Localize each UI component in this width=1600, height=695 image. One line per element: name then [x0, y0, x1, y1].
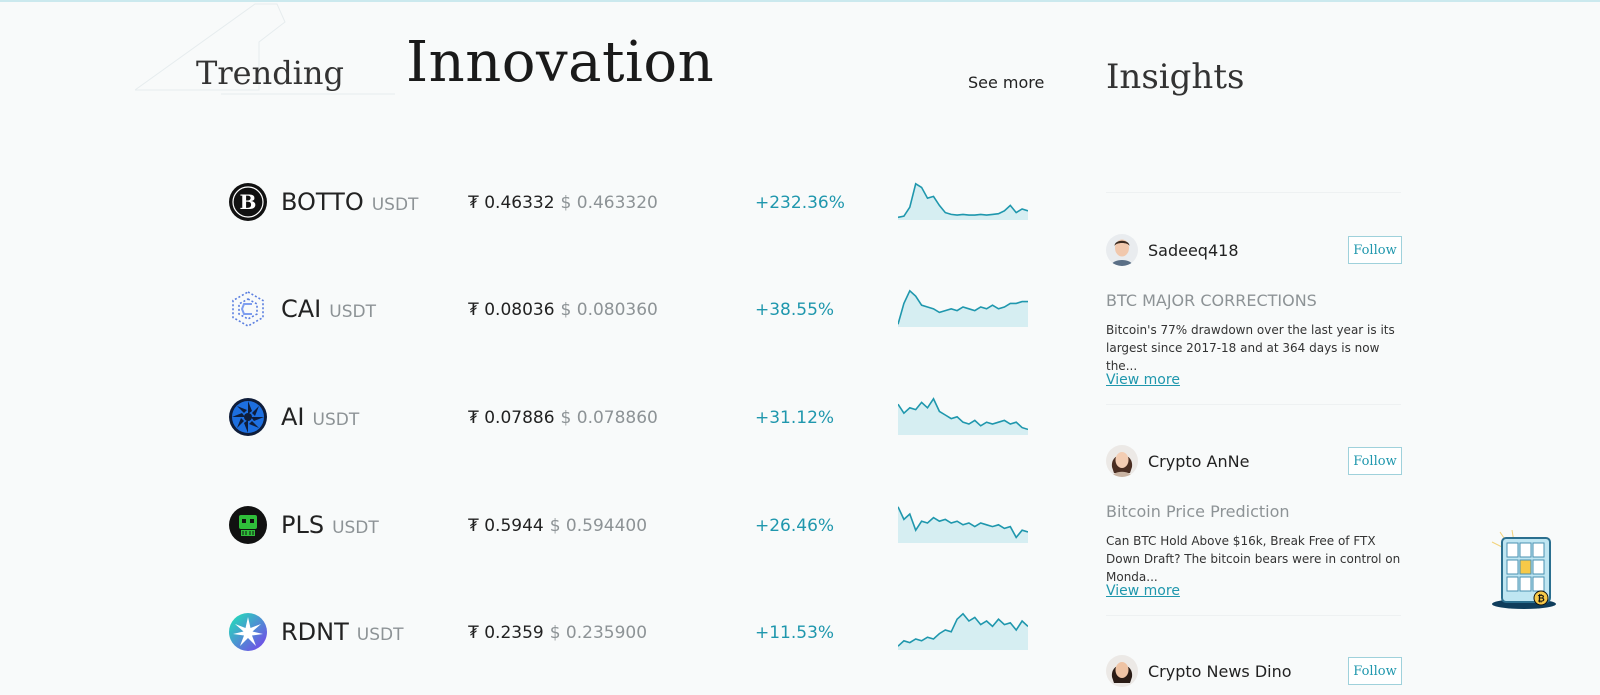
- see-more-link[interactable]: See more: [968, 73, 1045, 92]
- insight-divider: [1106, 615, 1401, 616]
- pls-logo-icon: [229, 506, 267, 544]
- insight-divider: [1106, 192, 1401, 193]
- male-avatar-icon[interactable]: [1106, 234, 1138, 266]
- coin-symbol: BOTTO USDT: [281, 188, 419, 216]
- coin-price: ₮ 0.07886 $ 0.078860: [468, 408, 658, 428]
- floating-promo-widget[interactable]: ₿: [1490, 530, 1562, 610]
- sparkline-line: [898, 182, 1028, 219]
- coin-symbol: PLS USDT: [281, 511, 379, 539]
- coin-change: +11.53%: [755, 623, 835, 643]
- insights-heading: Insights: [1106, 57, 1245, 97]
- author-name[interactable]: Crypto AnNe: [1148, 452, 1250, 471]
- follow-button[interactable]: Follow: [1348, 236, 1402, 264]
- coin-row-botto[interactable]: B BOTTO USDT ₮ 0.46332 $ 0.463320 +232.36%: [228, 172, 1028, 232]
- rdnt-logo-icon: [229, 613, 267, 651]
- coin-row-ai[interactable]: AI USDT ₮ 0.07886 $ 0.078860 +31.12%: [228, 387, 1028, 447]
- coin-symbol: CAI USDT: [281, 295, 376, 323]
- coin-price: ₮ 0.46332 $ 0.463320: [468, 193, 658, 213]
- view-more-link[interactable]: View more: [1106, 372, 1180, 388]
- female-avatar-icon[interactable]: [1106, 445, 1138, 477]
- sparkline: [898, 182, 1028, 220]
- sparkline-area: [898, 290, 1028, 327]
- sparkline-area: [898, 613, 1028, 650]
- sparkline: [898, 612, 1028, 650]
- insight-post: Sadeeq418 Follow BTC MAJOR CORRECTIONS B…: [1106, 234, 1402, 394]
- female-avatar-icon[interactable]: [1106, 655, 1138, 687]
- coin-row-cai[interactable]: CAI USDT ₮ 0.08036 $ 0.080360 +38.55%: [228, 279, 1028, 339]
- coin-row-rdnt[interactable]: RDNT USDT ₮ 0.2359 $ 0.235900 +11.53%: [228, 602, 1028, 662]
- sparkline: [898, 397, 1028, 435]
- follow-button[interactable]: Follow: [1348, 657, 1402, 685]
- insight-post: Crypto AnNe Follow Bitcoin Price Predict…: [1106, 445, 1402, 605]
- coin-symbol: AI USDT: [281, 403, 360, 431]
- coin-change: +31.12%: [755, 408, 835, 428]
- insight-post: Crypto News Dino Follow: [1106, 655, 1402, 695]
- sparkline-line: [898, 506, 1028, 539]
- coin-change: +26.46%: [755, 516, 835, 536]
- cai-logo-icon: [232, 291, 264, 327]
- sparkline-area: [898, 398, 1028, 435]
- author-name[interactable]: Crypto News Dino: [1148, 662, 1292, 681]
- post-body: Bitcoin's 77% drawdown over the last yea…: [1106, 323, 1395, 373]
- coin-change: +232.36%: [755, 193, 845, 213]
- coin-price: ₮ 0.2359 $ 0.235900: [468, 623, 648, 643]
- sparkline: [898, 289, 1028, 327]
- sparkline-area: [898, 183, 1028, 220]
- svg-text:₿: ₿: [1537, 594, 1544, 605]
- post-body: Can BTC Hold Above $16k, Break Free of F…: [1106, 534, 1401, 584]
- sparkline-line: [898, 397, 1028, 431]
- author-name[interactable]: Sadeeq418: [1148, 241, 1239, 260]
- follow-button[interactable]: Follow: [1348, 447, 1402, 475]
- view-more-link[interactable]: View more: [1106, 583, 1180, 599]
- sparkline: [898, 506, 1028, 543]
- svg-text:B: B: [240, 190, 257, 214]
- coin-change: +38.55%: [755, 300, 835, 320]
- coin-price: ₮ 0.5944 $ 0.594400: [468, 516, 648, 536]
- trending-heading: Trending: [196, 54, 344, 92]
- post-title[interactable]: BTC MAJOR CORRECTIONS: [1106, 291, 1317, 310]
- botto-logo-icon: B: [229, 183, 267, 221]
- sparkline-line: [898, 612, 1028, 647]
- insight-divider: [1106, 404, 1401, 405]
- coin-symbol: RDNT USDT: [281, 618, 404, 646]
- coin-price: ₮ 0.08036 $ 0.080360: [468, 300, 658, 320]
- innovation-heading: Innovation: [406, 30, 715, 95]
- coin-row-pls[interactable]: PLS USDT ₮ 0.5944 $ 0.594400 +26.46%: [228, 495, 1028, 555]
- post-title[interactable]: Bitcoin Price Prediction: [1106, 502, 1290, 521]
- ai-logo-icon: [229, 398, 267, 436]
- sparkline-line: [898, 289, 1028, 325]
